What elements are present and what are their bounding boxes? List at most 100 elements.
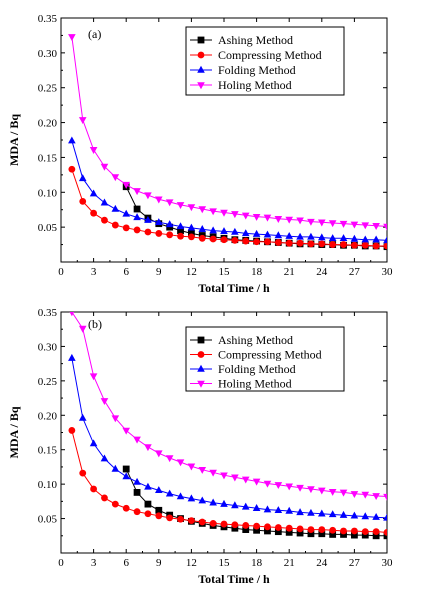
data-point [274, 506, 283, 514]
data-point [68, 165, 76, 173]
data-point [361, 235, 370, 243]
data-point [187, 223, 196, 231]
data-point [340, 531, 347, 538]
data-point [383, 223, 387, 231]
data-point [101, 494, 108, 502]
data-point [329, 531, 337, 538]
y-tick-label: 0.25 [38, 376, 58, 388]
data-point [90, 485, 97, 493]
x-tick-label: 3 [91, 557, 97, 569]
data-point [133, 213, 141, 221]
data-point [242, 237, 250, 245]
data-point [144, 228, 152, 236]
legend-entry-label: Folding Method [218, 362, 296, 376]
data-point [307, 486, 315, 494]
data-point [133, 436, 141, 444]
data-point [285, 232, 293, 239]
x-tick-label: 0 [58, 557, 64, 569]
data-point [307, 240, 315, 248]
data-point [296, 529, 304, 537]
chart-panel-a: 0 3 6 9 12 15 18 21 24 27 30 0.05 0.10 0.15 0.20 0.25 0.… [7, 13, 393, 295]
y-axis-title: MDA / Bq [7, 406, 21, 458]
x-tick-label: 18 [251, 266, 263, 278]
data-point [242, 526, 250, 533]
data-point [274, 231, 283, 239]
series-line [71, 169, 387, 247]
data-point [307, 526, 315, 533]
data-point [318, 530, 326, 538]
data-point [111, 464, 120, 472]
x-tick-label: 30 [382, 557, 394, 569]
data-point [133, 477, 141, 485]
data-point [383, 236, 387, 244]
x-tick-label: 15 [219, 557, 231, 569]
data-point [231, 211, 239, 219]
x-tick-label: 3 [91, 266, 97, 278]
data-point [361, 241, 369, 249]
data-point [361, 491, 370, 499]
data-point [351, 531, 358, 539]
data-point [176, 492, 185, 500]
series-compressing-method [68, 427, 387, 536]
data-point [264, 527, 271, 535]
data-point [78, 174, 87, 182]
data-point [339, 489, 348, 497]
data-point [89, 439, 98, 447]
data-point [383, 532, 387, 540]
data-point [187, 204, 196, 212]
x-tick-label: 27 [349, 557, 361, 569]
y-tick-label: 0.15 [38, 152, 58, 164]
data-point [133, 508, 141, 516]
chart-panel-b: 0 3 6 9 12 15 18 21 24 27 30 0.05 0.10 0.15 0.20 0.25 0.… [7, 307, 393, 586]
data-point [187, 463, 196, 471]
data-point [252, 213, 261, 221]
data-point [220, 236, 228, 244]
data-point [241, 502, 250, 510]
data-point [274, 524, 282, 531]
x-tick-label: 12 [186, 266, 197, 278]
data-point [296, 217, 304, 225]
data-point [69, 312, 75, 317]
data-point [350, 221, 359, 229]
data-point [122, 181, 130, 189]
data-point [155, 230, 163, 237]
data-point [209, 235, 217, 243]
legend-marker [197, 82, 205, 90]
data-point [241, 476, 250, 484]
data-point [231, 521, 239, 529]
data-point [296, 484, 304, 492]
data-point [307, 218, 315, 226]
data-point [198, 225, 207, 232]
data-point [285, 528, 293, 536]
x-tick-label: 9 [156, 266, 162, 278]
data-point [68, 353, 76, 361]
data-point [285, 483, 293, 491]
data-point [198, 518, 206, 526]
data-point [252, 504, 261, 511]
data-point [68, 136, 76, 144]
data-point [176, 459, 185, 467]
legend-entry-label: Ashing Method [218, 333, 293, 347]
data-point [285, 506, 293, 514]
y-tick-label: 0.10 [38, 187, 58, 199]
data-point [285, 216, 293, 224]
data-point [89, 189, 98, 197]
data-point [89, 147, 98, 154]
data-point [100, 198, 109, 206]
data-point [155, 506, 163, 514]
data-point [100, 454, 109, 462]
data-point [68, 34, 76, 42]
data-point [274, 216, 283, 223]
data-point [100, 163, 109, 171]
data-point [144, 500, 152, 508]
legend-marker [197, 65, 205, 73]
data-point [307, 232, 315, 240]
data-point [231, 236, 239, 244]
series-holing-method [69, 312, 387, 501]
data-point [220, 227, 228, 235]
data-point [122, 209, 130, 217]
data-point [252, 478, 261, 486]
data-point [318, 526, 326, 533]
